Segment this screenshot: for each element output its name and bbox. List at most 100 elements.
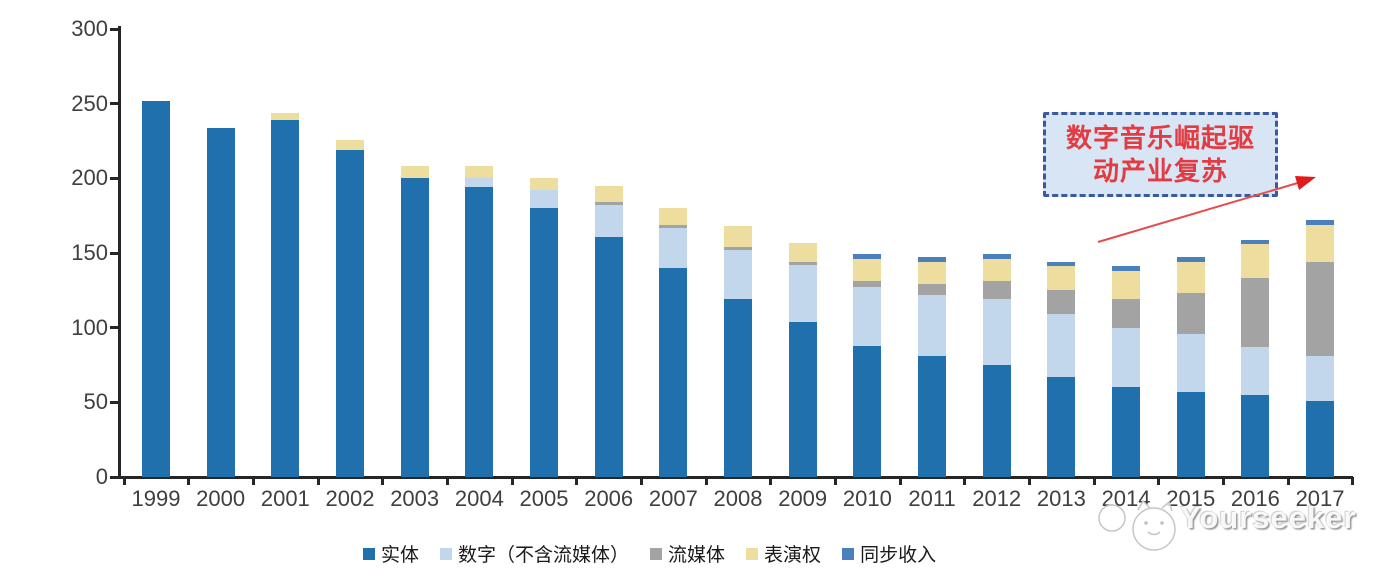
x-axis-label: 2007 bbox=[648, 486, 698, 511]
bar-segment bbox=[659, 227, 688, 268]
annotation-box: 数字音乐崛起驱 动产业复苏 bbox=[1043, 112, 1278, 197]
x-axis-tick bbox=[1286, 477, 1290, 485]
bar-segment bbox=[918, 356, 947, 477]
legend-label: 实体 bbox=[381, 545, 420, 566]
bar-segment bbox=[982, 365, 1011, 477]
bar-segment bbox=[1047, 261, 1076, 267]
x-axis-tick bbox=[1157, 477, 1161, 485]
x-axis-tick bbox=[1351, 477, 1355, 485]
bar-segment bbox=[1306, 224, 1335, 262]
legend-swatch-icon bbox=[746, 547, 759, 560]
y-axis-tick bbox=[110, 326, 118, 330]
bar-segment bbox=[1241, 244, 1270, 279]
legend-item: 表演权 bbox=[746, 540, 821, 567]
bar-segment bbox=[206, 127, 235, 477]
bar-segment bbox=[724, 299, 753, 477]
y-axis-label: 100 bbox=[71, 314, 108, 340]
watermark-text: Yourseeker bbox=[1180, 500, 1357, 535]
annotation-text-line1: 数字音乐崛起驱 bbox=[1065, 123, 1255, 153]
bar-segment bbox=[336, 149, 364, 477]
x-axis-label: 2003 bbox=[390, 486, 440, 511]
x-axis-tick bbox=[704, 477, 708, 485]
legend-item: 流媒体 bbox=[650, 540, 725, 567]
y-axis-label: 300 bbox=[71, 16, 108, 41]
x-axis-label: 2016 bbox=[1230, 486, 1280, 511]
bar-segment bbox=[1176, 391, 1205, 477]
bar-segment bbox=[1241, 278, 1270, 348]
x-axis-label: 2010 bbox=[842, 486, 892, 511]
legend-label: 流媒体 bbox=[668, 545, 726, 566]
bar-segment bbox=[400, 166, 429, 179]
bar-segment bbox=[788, 264, 817, 322]
bar-segment bbox=[1047, 266, 1076, 291]
bar-segment bbox=[271, 112, 300, 121]
bar-segment bbox=[659, 224, 688, 228]
bar-segment bbox=[788, 261, 817, 265]
y-axis-label: 0 bbox=[95, 464, 108, 489]
bar-segment bbox=[1241, 347, 1270, 395]
x-axis-tick bbox=[510, 477, 514, 485]
x-axis-label: 2002 bbox=[325, 486, 375, 511]
x-axis-label: 2012 bbox=[972, 486, 1022, 511]
bar-segment bbox=[918, 257, 947, 262]
bar-segment bbox=[400, 178, 429, 477]
bar-segment bbox=[982, 281, 1011, 300]
bar-segment bbox=[1306, 356, 1335, 401]
bar-segment bbox=[594, 205, 623, 237]
bar-segment bbox=[788, 321, 817, 477]
bar-segment bbox=[1047, 376, 1076, 477]
bar-segment bbox=[336, 139, 364, 150]
bar-segment bbox=[1112, 387, 1141, 477]
y-axis-label: 150 bbox=[71, 240, 108, 265]
x-axis-tick bbox=[640, 477, 644, 485]
bar-segment bbox=[982, 254, 1011, 259]
bar-segment bbox=[1241, 394, 1270, 477]
bar-segment bbox=[594, 185, 623, 203]
bar-segment bbox=[1176, 261, 1205, 294]
x-axis-tick bbox=[1222, 477, 1226, 485]
bar-segment bbox=[853, 258, 882, 282]
bar-segment bbox=[918, 294, 947, 357]
bar-segment bbox=[1112, 270, 1141, 300]
x-axis-label: 1999 bbox=[131, 486, 181, 511]
bar-segment bbox=[724, 247, 753, 251]
y-axis-tick bbox=[110, 27, 118, 31]
bar-segment bbox=[1112, 327, 1141, 388]
x-axis-tick bbox=[575, 477, 579, 485]
legend-label: 数字（不含流媒体） bbox=[458, 545, 630, 566]
legend-label: 表演权 bbox=[764, 545, 822, 566]
bar-segment bbox=[1047, 290, 1076, 315]
bar-segment bbox=[1306, 400, 1335, 477]
y-axis-tick bbox=[110, 102, 118, 106]
y-axis-tick bbox=[110, 251, 118, 255]
x-axis-tick bbox=[769, 477, 773, 485]
bar-segment bbox=[659, 267, 688, 477]
x-axis-label: 2009 bbox=[778, 486, 828, 511]
x-axis-tick bbox=[187, 477, 191, 485]
x-axis-label: 2005 bbox=[519, 486, 569, 511]
y-axis-line bbox=[118, 26, 121, 479]
x-axis-label: 2001 bbox=[260, 486, 310, 511]
x-axis-label: 2004 bbox=[454, 486, 504, 511]
bar-segment bbox=[1176, 293, 1205, 334]
x-axis-tick bbox=[1092, 477, 1096, 485]
y-axis-tick bbox=[110, 176, 118, 180]
legend-item: 数字（不含流媒体） bbox=[440, 540, 629, 567]
bar-segment bbox=[594, 236, 623, 477]
bar-segment bbox=[465, 178, 494, 188]
bar-segment bbox=[788, 242, 817, 262]
y-axis-label: 200 bbox=[71, 165, 108, 191]
x-axis-label: 2011 bbox=[908, 486, 956, 511]
bar-segment bbox=[1112, 266, 1141, 271]
bar-segment bbox=[853, 287, 882, 346]
legend-item: 实体 bbox=[363, 540, 419, 567]
legend-item: 同步收入 bbox=[842, 540, 936, 567]
bar-segment bbox=[918, 284, 947, 295]
bar-segment bbox=[853, 254, 882, 259]
x-axis-tick bbox=[1028, 477, 1032, 485]
bar-segment bbox=[1241, 239, 1270, 245]
bar-segment bbox=[982, 299, 1011, 365]
y-axis-label: 250 bbox=[71, 90, 108, 116]
bar-segment bbox=[659, 208, 688, 225]
legend-swatch-icon bbox=[363, 547, 375, 560]
